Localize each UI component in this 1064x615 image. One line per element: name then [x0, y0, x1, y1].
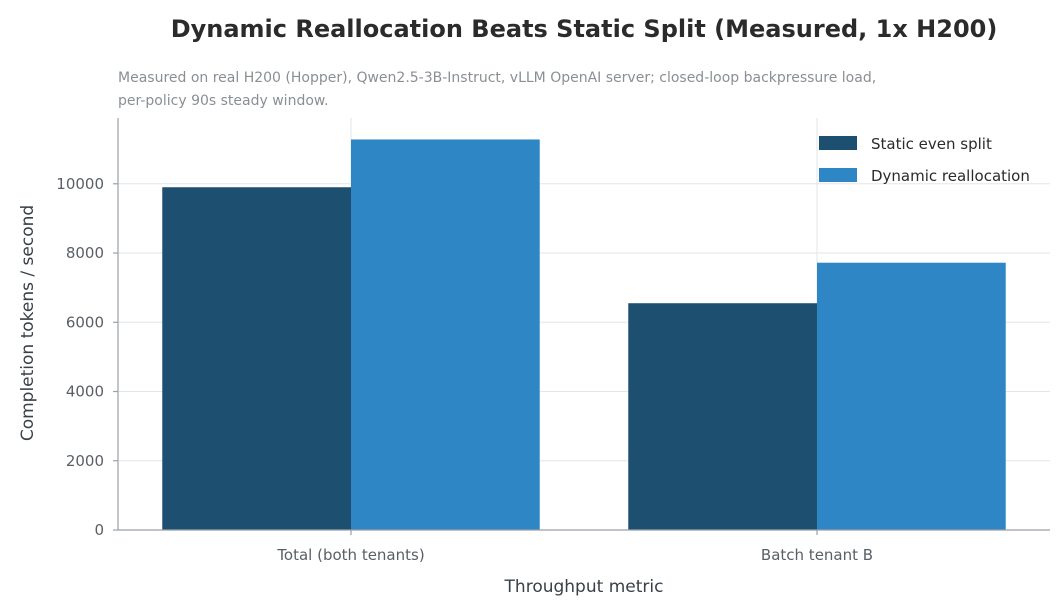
legend-label: Dynamic reallocation [871, 167, 1030, 185]
y-axis-label: Completion tokens / second [18, 205, 38, 441]
legend: Static even split Dynamic reallocation [819, 135, 1030, 185]
y-tick-label: 2000 [66, 452, 104, 470]
x-axis-label: Throughput metric [504, 577, 664, 597]
axes: 0 2000 4000 6000 8000 10000 Total (both tenant… [56, 118, 1050, 564]
legend-swatch [819, 136, 857, 150]
bar [817, 262, 1006, 530]
y-tick-label: 8000 [66, 244, 104, 262]
y-tick-label: 0 [94, 521, 104, 539]
y-tick-label: 10000 [56, 175, 104, 193]
y-tick-label: 4000 [66, 383, 104, 401]
x-tick-label: Total (both tenants) [276, 546, 424, 564]
x-tick-label: Batch tenant B [761, 546, 873, 564]
bars [162, 139, 1006, 530]
bar [351, 139, 540, 530]
legend-label: Static even split [871, 135, 992, 153]
y-tick-label: 6000 [66, 313, 104, 331]
chart-title: Dynamic Reallocation Beats Static Split … [171, 15, 998, 43]
legend-swatch [819, 168, 857, 182]
bar [162, 187, 351, 530]
chart-subtitle-line-2: per-policy 90s steady window. [118, 93, 329, 109]
chart-subtitle-line-1: Measured on real H200 (Hopper), Qwen2.5-… [118, 70, 876, 86]
bar [628, 303, 817, 530]
